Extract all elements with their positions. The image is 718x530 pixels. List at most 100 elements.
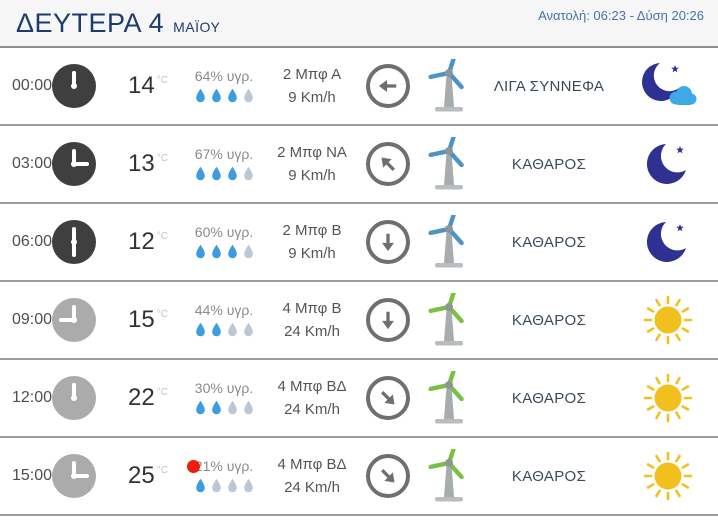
wind-turbine-icon <box>428 293 464 346</box>
droplet-icon <box>211 166 221 181</box>
wind-info: 4 Μπφ Β 24 Km/h <box>264 297 360 344</box>
wind-info: 2 Μπφ Α 9 Km/h <box>264 63 360 110</box>
humidity-drops-icon <box>188 478 260 494</box>
humidity: 30% υγρ. <box>188 380 260 416</box>
humidity: 64% υγρ. <box>188 68 260 104</box>
droplet-icon <box>227 478 237 493</box>
droplet-icon <box>195 322 205 337</box>
wind-direction-icon <box>366 142 410 186</box>
temperature-value: 14 <box>128 72 155 99</box>
page-title: ΔΕΥΤΕΡΑ 4 ΜΑΪΟΥ <box>16 8 220 39</box>
clock-icon <box>52 142 96 186</box>
forecast-table: 00:00 14 °C 64% υγρ. <box>0 48 718 516</box>
humidity-drops-icon <box>188 244 260 260</box>
wind-direction-icon <box>366 298 410 342</box>
droplet-icon <box>195 244 205 259</box>
forecast-row: 00:00 14 °C 64% υγρ. <box>0 48 718 126</box>
sky-condition-label: ΚΑΘΑΡΟΣ <box>511 311 587 329</box>
humidity: 60% υγρ. <box>188 224 260 260</box>
wind-beaufort-label: 4 Μπφ ΒΔ <box>277 455 347 473</box>
wind-turbine-icon <box>428 137 464 190</box>
droplet-icon <box>227 400 237 415</box>
humidity-label: υγρ. <box>226 68 254 84</box>
sun-icon <box>643 451 693 501</box>
forecast-row: 06:00 12 °C 60% υγρ. <box>0 204 718 282</box>
moon-icon <box>646 222 686 262</box>
sun-icon <box>643 373 693 423</box>
wind-direction-icon <box>366 376 410 420</box>
max-temp-dot-icon <box>187 460 200 473</box>
time-label: 00:00 <box>12 77 53 94</box>
clock-icon <box>52 64 96 108</box>
temperature-unit: °C <box>156 153 168 164</box>
droplet-icon <box>227 88 237 103</box>
sky-condition-label: ΚΑΘΑΡΟΣ <box>511 155 587 173</box>
sky-condition-label: ΛΙΓΑ ΣΥΝΝΕΦΑ <box>493 77 605 95</box>
wind-direction-icon <box>366 220 410 264</box>
humidity-drops-icon <box>188 400 260 416</box>
time-label: 12:00 <box>12 389 53 406</box>
temperature: 13 °C <box>128 152 188 176</box>
humidity: 44% υγρ. <box>188 302 260 338</box>
time-label: 09:00 <box>12 311 53 328</box>
sky-condition-label: ΚΑΘΑΡΟΣ <box>511 389 587 407</box>
wind-info: 2 Μπφ Β 9 Km/h <box>264 219 360 266</box>
droplet-icon <box>211 88 221 103</box>
humidity: 21% υγρ. <box>188 458 260 494</box>
temperature-unit: °C <box>156 309 168 320</box>
droplet-icon <box>243 322 253 337</box>
droplet-icon <box>211 244 221 259</box>
humidity-drops-icon <box>188 322 260 338</box>
temperature: 12 °C <box>128 230 188 254</box>
droplet-icon <box>227 322 237 337</box>
droplet-icon <box>211 322 221 337</box>
moon-icon <box>646 144 686 184</box>
temperature-value: 22 <box>128 384 155 411</box>
wind-speed-label: 24 Km/h <box>284 323 340 340</box>
time-label: 06:00 <box>12 233 53 250</box>
wind-speed-label: 9 Km/h <box>288 167 336 184</box>
wind-direction-icon <box>366 454 410 498</box>
wind-turbine-icon <box>428 215 464 268</box>
humidity-drops-icon <box>188 166 260 182</box>
humidity-label: υγρ. <box>226 458 254 474</box>
humidity-value: 60% <box>194 224 223 240</box>
wind-speed-label: 9 Km/h <box>288 245 336 262</box>
month-label: ΜΑΪΟΥ <box>173 18 221 35</box>
humidity-value: 21% <box>194 458 223 474</box>
sunrise-sunset-label: Ανατολή: 06:23 - Δύση 20:26 <box>538 8 704 23</box>
day-header: ΔΕΥΤΕΡΑ 4 ΜΑΪΟΥ Ανατολή: 06:23 - Δύση 20… <box>0 0 718 48</box>
droplet-icon <box>243 88 253 103</box>
humidity-label: υγρ. <box>226 146 254 162</box>
droplet-icon <box>243 244 253 259</box>
droplet-icon <box>227 244 237 259</box>
wind-speed-label: 9 Km/h <box>288 89 336 106</box>
humidity: 67% υγρ. <box>188 146 260 182</box>
time-label: 15:00 <box>12 467 53 484</box>
temperature-unit: °C <box>156 75 168 86</box>
droplet-icon <box>195 88 205 103</box>
humidity-label: υγρ. <box>226 302 254 318</box>
wind-beaufort-label: 4 Μπφ ΒΔ <box>277 377 347 395</box>
droplet-icon <box>195 478 205 493</box>
wind-info: 2 Μπφ ΝΑ 9 Km/h <box>264 141 360 188</box>
moon-cloud-icon <box>641 63 697 105</box>
clock-icon <box>52 298 96 342</box>
temperature: 22 °C <box>128 386 188 410</box>
temperature-value: 13 <box>128 150 155 177</box>
humidity-value: 64% <box>194 68 223 84</box>
sky-condition-label: ΚΑΘΑΡΟΣ <box>511 467 587 485</box>
temperature-value: 15 <box>128 306 155 333</box>
temperature: 25 °C <box>128 460 200 488</box>
humidity-value: 67% <box>194 146 223 162</box>
humidity-value: 44% <box>194 302 223 318</box>
clock-icon <box>52 220 96 264</box>
wind-turbine-icon <box>428 449 464 502</box>
wind-speed-label: 24 Km/h <box>284 401 340 418</box>
droplet-icon <box>243 478 253 493</box>
humidity-value: 30% <box>194 380 223 396</box>
clock-icon <box>52 376 96 420</box>
wind-beaufort-label: 4 Μπφ Β <box>282 299 342 317</box>
forecast-row: 09:00 15 °C 44% υγρ. <box>0 282 718 360</box>
humidity-label: υγρ. <box>226 380 254 396</box>
